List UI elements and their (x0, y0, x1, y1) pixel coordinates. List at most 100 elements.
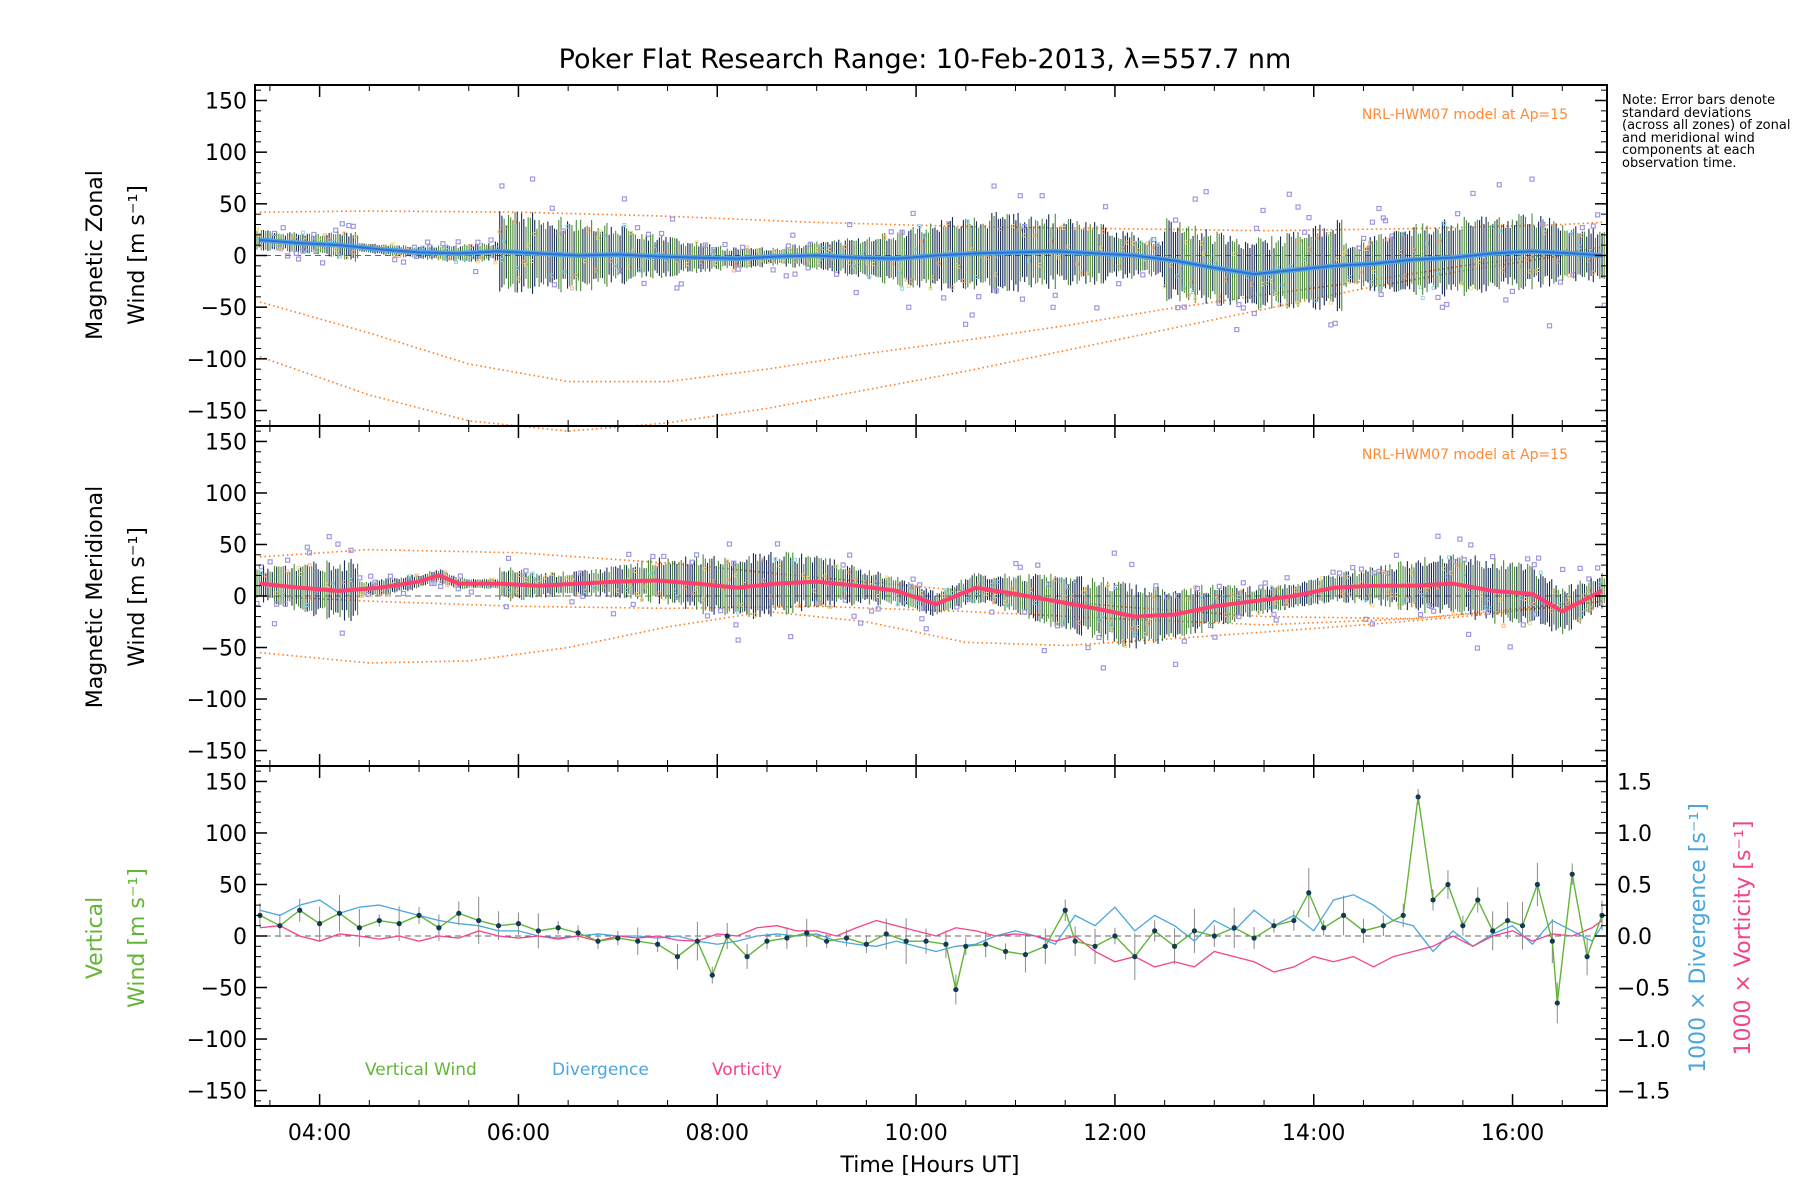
outlier-point (431, 580, 437, 587)
zone-point (768, 594, 773, 599)
zone-point (1484, 605, 1489, 610)
outlier-point (630, 601, 636, 608)
zone-point (1101, 229, 1106, 234)
zone-point (1401, 231, 1406, 236)
zone-point (596, 235, 601, 240)
outlier-point (735, 637, 741, 643)
zone-point (526, 243, 531, 248)
zone-point (1081, 590, 1086, 595)
zone-point (814, 247, 819, 252)
divergence-line (259, 894, 1603, 953)
zone-point (504, 225, 509, 230)
outlier-point (365, 591, 372, 598)
y-tick-label: −50 (201, 637, 247, 662)
zone-point (972, 599, 977, 604)
error-bar-note: Note: Error bars denote standard deviati… (1622, 93, 1791, 171)
zone-point (653, 243, 658, 248)
outlier-point (693, 552, 700, 558)
zone-point (379, 590, 384, 595)
zone-point (1072, 578, 1077, 583)
outlier-point (339, 221, 345, 227)
zone-point (1293, 588, 1298, 593)
vertical-wind-point (903, 938, 909, 944)
zone-point (408, 574, 413, 579)
vertical-wind-point (1475, 897, 1481, 903)
vertical-wind-point (1171, 943, 1178, 949)
zone-point (1580, 611, 1585, 616)
zone-point (421, 245, 426, 250)
vertical-wind-point (1072, 938, 1078, 944)
outlier-point (954, 604, 960, 610)
zone-point (1261, 282, 1266, 287)
zone-point (950, 591, 955, 596)
zone-point (587, 228, 592, 233)
zone-point (762, 578, 767, 583)
outlier-point (1240, 305, 1246, 311)
zone-point (263, 573, 268, 578)
zone-point (1567, 594, 1572, 599)
vertical-wind-point (1400, 912, 1406, 918)
vertical-wind-point (317, 921, 323, 927)
outlier-point (1203, 189, 1209, 195)
zone-point (523, 577, 528, 582)
model-curve-2 (259, 249, 1603, 432)
outlier-point (1035, 562, 1041, 568)
zonal-ylabel-line2: Wind [m s⁻¹] (125, 185, 150, 325)
zone-point (812, 588, 817, 593)
zone-point (1401, 598, 1406, 603)
zone-point (1156, 242, 1161, 247)
zone-point (1269, 278, 1274, 283)
outlier-point (1140, 272, 1146, 278)
zone-point (1418, 285, 1423, 290)
zone-point (904, 600, 909, 605)
zone-point (692, 590, 697, 595)
zone-point (1543, 230, 1548, 235)
zone-point (1121, 246, 1126, 251)
zone-point (727, 577, 732, 582)
divergence-ylabel: 1000 × Divergence [s⁻¹] (1686, 803, 1711, 1073)
zone-point (1442, 566, 1447, 571)
zonal-panel: 150 100 50 0 −50 −100 −150 NRL-HWM07 model at … (83, 84, 1608, 432)
outlier-point (785, 243, 792, 249)
vertical-wind-point (1191, 928, 1198, 934)
zone-point (1057, 255, 1062, 260)
vertical-wind-point (1291, 917, 1297, 924)
zone-point (731, 268, 736, 273)
zone-point (1221, 594, 1226, 599)
zone-point (1129, 626, 1134, 631)
vertical-wind-point (515, 921, 522, 927)
zone-point (322, 233, 327, 238)
outlier-point (1175, 305, 1181, 311)
zone-point (331, 581, 336, 586)
zone-point (338, 254, 343, 259)
outlier-point (529, 176, 536, 182)
zone-point (908, 278, 913, 283)
zone-point (1018, 227, 1023, 232)
zone-point (1256, 609, 1261, 614)
outlier-point (1496, 182, 1502, 188)
zone-point (1239, 589, 1244, 594)
zonal-ylabel-line1: Magnetic Zonal (83, 170, 108, 340)
outlier-point (1111, 550, 1117, 556)
zone-point (1499, 229, 1504, 234)
zone-point (985, 255, 990, 260)
zone-point (637, 268, 642, 273)
zone-point (615, 588, 620, 593)
zone-point (1565, 601, 1570, 606)
zone-point (1449, 570, 1454, 575)
zone-point (1462, 573, 1467, 578)
vertical-wind-point (784, 935, 790, 941)
outlier-point (400, 590, 407, 597)
y-tick-label: 50 (219, 193, 247, 218)
zone-point (1064, 595, 1069, 600)
zone-point (862, 580, 867, 585)
outlier-point (1540, 221, 1546, 227)
y-tick-label: 0 (233, 245, 247, 270)
zone-point (1398, 250, 1403, 255)
zone-point (1372, 269, 1377, 274)
zone-point (806, 575, 811, 580)
outlier-point (739, 244, 746, 250)
vertical-wind-point (456, 910, 462, 916)
outlier-point (455, 239, 461, 245)
zone-point (1341, 251, 1346, 256)
